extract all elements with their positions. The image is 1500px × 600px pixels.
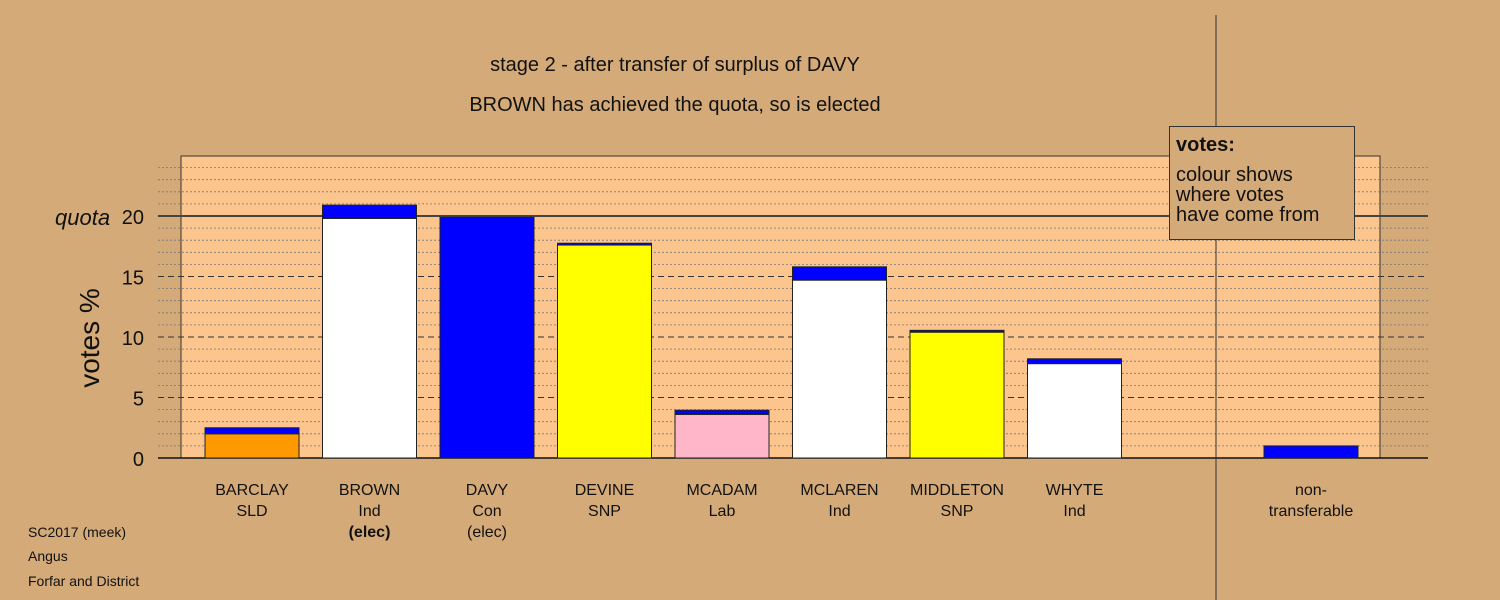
- candidate-name: MCADAM: [686, 482, 758, 499]
- footer-council: Angus: [28, 548, 68, 564]
- candidate-name: DAVY: [465, 482, 509, 499]
- bar-whyte-segment-0: [1027, 363, 1122, 459]
- bar-brown-segment-0: [322, 217, 417, 459]
- candidate-name: BARCLAY: [215, 482, 289, 499]
- candidate-party: Ind: [828, 503, 851, 520]
- bar-mclaren-segment-0: [792, 279, 887, 459]
- candidate-status: (elec): [348, 524, 391, 541]
- y-tick-label: 5: [133, 389, 144, 411]
- candidate-party: SNP: [588, 503, 621, 520]
- bar-barclay-segment-1: [204, 427, 300, 435]
- y-tick-label: 10: [122, 328, 144, 350]
- bar-davy-segment-0: [439, 216, 535, 459]
- legend-box: votes: colour shows where votes have com…: [1169, 126, 1355, 240]
- bar-mcadam-segment-0: [674, 413, 770, 459]
- bar-mcadam-segment-1: [674, 409, 770, 415]
- category-label: WHYTE Ind: [1015, 480, 1135, 522]
- candidate-name: BROWN: [338, 482, 401, 499]
- candidate-party: Ind: [1063, 503, 1086, 520]
- candidate-party: SLD: [236, 503, 268, 520]
- bar-devine-segment-0: [557, 244, 652, 459]
- category-label: MCADAM Lab: [662, 480, 782, 522]
- candidate-party: Con: [472, 503, 502, 520]
- bar-devine-segment-1: [557, 242, 652, 246]
- category-label: MCLAREN Ind: [780, 480, 900, 522]
- footer-ward: Forfar and District: [28, 573, 140, 589]
- category-label: MIDDLETON SNP: [897, 480, 1017, 522]
- bar-barclay-segment-0: [204, 433, 300, 459]
- candidate-status: (elec): [466, 524, 507, 541]
- legend-title: votes:: [1176, 134, 1235, 156]
- bar-middleton-segment-0: [909, 331, 1005, 459]
- candidate-name: MCLAREN: [800, 482, 879, 499]
- y-axis-label: votes %: [74, 288, 105, 388]
- non-transferable-label-line-2: transferable: [1268, 503, 1354, 520]
- category-label: DAVY Con (elec): [427, 480, 547, 543]
- bar-non-transferable: [1263, 445, 1359, 459]
- chart-subtitle: BROWN has achieved the quota, so is elec…: [469, 94, 881, 116]
- legend-line-2: where votes: [1176, 184, 1284, 206]
- bar-middleton-segment-1: [909, 329, 1005, 333]
- bar-mclaren-segment-1: [792, 266, 887, 281]
- candidate-party: SNP: [940, 503, 974, 520]
- candidate-name: DEVINE: [574, 482, 635, 499]
- candidate-party: Lab: [708, 503, 736, 520]
- y-tick-label: 0: [133, 449, 144, 471]
- bar-brown-segment-1: [322, 204, 417, 219]
- non-transferable-label-line-1: non-: [1294, 482, 1328, 499]
- category-label: BARCLAY SLD: [192, 480, 312, 522]
- bar-whyte-segment-1: [1027, 358, 1122, 365]
- candidate-name: MIDDLETON: [910, 482, 1004, 499]
- candidate-name: WHYTE: [1045, 482, 1104, 499]
- legend-line-3: have come from: [1176, 204, 1320, 226]
- y-tick-label: 20: [122, 207, 144, 229]
- y-tick-label: 15: [122, 268, 144, 290]
- chart-title: stage 2 - after transfer of surplus of D…: [490, 54, 860, 76]
- category-label-non-transferable: non-transferable: [1251, 480, 1371, 522]
- category-label: DEVINE SNP: [545, 480, 665, 522]
- candidate-party: Ind: [358, 503, 381, 520]
- quota-label: quota: [55, 205, 111, 230]
- footer-method: SC2017 (meek): [28, 524, 127, 540]
- legend-line-1: colour shows: [1176, 164, 1293, 186]
- category-label: BROWN Ind (elec): [310, 480, 430, 543]
